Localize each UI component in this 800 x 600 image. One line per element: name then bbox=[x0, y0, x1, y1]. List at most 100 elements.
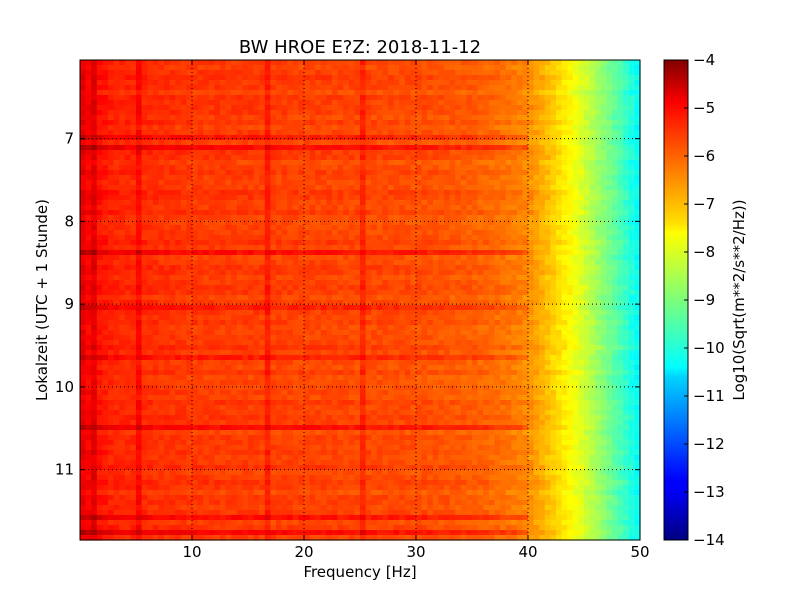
spectrogram-cell bbox=[147, 280, 154, 286]
spectrogram-cell bbox=[136, 70, 143, 76]
spectrogram-cell bbox=[298, 75, 305, 81]
spectrogram-cell bbox=[612, 160, 619, 166]
spectrogram-cell bbox=[432, 145, 439, 151]
spectrogram-cell bbox=[572, 250, 579, 256]
spectrogram-cell bbox=[281, 245, 288, 251]
spectrogram-cell bbox=[169, 105, 176, 111]
spectrogram-cell bbox=[623, 215, 630, 221]
spectrogram-cell bbox=[147, 145, 154, 151]
spectrogram-cell bbox=[220, 245, 227, 251]
spectrogram-cell bbox=[164, 85, 171, 91]
spectrogram-cell bbox=[337, 240, 344, 246]
spectrogram-cell bbox=[208, 75, 215, 81]
spectrogram-cell bbox=[197, 95, 204, 101]
spectrogram-cell bbox=[600, 80, 607, 86]
spectrogram-cell bbox=[505, 280, 512, 286]
spectrogram-cell bbox=[124, 140, 131, 146]
spectrogram-cell bbox=[287, 135, 294, 141]
spectrogram-cell bbox=[96, 260, 103, 266]
spectrogram-cell bbox=[203, 200, 210, 206]
spectrogram-cell bbox=[80, 90, 87, 96]
spectrogram-cell bbox=[466, 65, 473, 71]
spectrogram-cell bbox=[186, 195, 193, 201]
spectrogram-cell bbox=[343, 110, 350, 116]
spectrogram-cell bbox=[186, 75, 193, 81]
spectrogram-cell bbox=[287, 260, 294, 266]
spectrogram-cell bbox=[304, 265, 311, 271]
spectrogram-cell bbox=[427, 125, 434, 131]
spectrogram-cell bbox=[466, 295, 473, 301]
spectrogram-cell bbox=[617, 275, 624, 281]
spectrogram-cell bbox=[102, 120, 109, 126]
spectrogram-cell bbox=[315, 145, 322, 151]
spectrogram-cell bbox=[102, 220, 109, 226]
spectrogram-cell bbox=[404, 205, 411, 211]
spectrogram-cell bbox=[589, 95, 596, 101]
spectrogram-cell bbox=[259, 220, 266, 226]
spectrogram-cell bbox=[169, 100, 176, 106]
spectrogram-cell bbox=[214, 130, 221, 136]
spectrogram-cell bbox=[203, 285, 210, 291]
spectrogram-cell bbox=[124, 210, 131, 216]
spectrogram-cell bbox=[343, 125, 350, 131]
spectrogram-cell bbox=[365, 270, 372, 276]
spectrogram-cell bbox=[130, 150, 137, 156]
spectrogram-cell bbox=[399, 240, 406, 246]
spectrogram-cell bbox=[158, 275, 165, 281]
spectrogram-cell bbox=[382, 190, 389, 196]
spectrogram-cell bbox=[197, 170, 204, 176]
spectrogram-cell bbox=[421, 180, 428, 186]
spectrogram-cell bbox=[203, 300, 210, 306]
spectrogram-cell bbox=[130, 170, 137, 176]
spectrogram-cell bbox=[432, 100, 439, 106]
spectrogram-cell bbox=[242, 290, 249, 296]
spectrogram-cell bbox=[360, 230, 367, 236]
spectrogram-cell bbox=[96, 80, 103, 86]
spectrogram-cell bbox=[169, 190, 176, 196]
spectrogram-cell bbox=[270, 225, 277, 231]
spectrogram-cell bbox=[80, 135, 87, 141]
spectrogram-cell bbox=[382, 205, 389, 211]
spectrogram-cell bbox=[388, 75, 395, 81]
spectrogram-cell bbox=[175, 270, 182, 276]
spectrogram-cell bbox=[427, 300, 434, 306]
spectrogram-cell bbox=[354, 240, 361, 246]
spectrogram-cell bbox=[320, 155, 327, 161]
spectrogram-cell bbox=[600, 95, 607, 101]
spectrogram-cell bbox=[186, 265, 193, 271]
spectrogram-cell bbox=[236, 260, 243, 266]
spectrogram-cell bbox=[337, 90, 344, 96]
spectrogram-cell bbox=[320, 160, 327, 166]
spectrogram-cell bbox=[186, 205, 193, 211]
spectrogram-cell bbox=[270, 285, 277, 291]
spectrogram-cell bbox=[203, 95, 210, 101]
spectrogram-cell bbox=[438, 190, 445, 196]
spectrogram-cell bbox=[539, 95, 546, 101]
spectrogram-cell bbox=[337, 115, 344, 121]
spectrogram-cell bbox=[242, 150, 249, 156]
spectrogram-cell bbox=[460, 65, 467, 71]
spectrogram-cell bbox=[399, 285, 406, 291]
spectrogram-cell bbox=[276, 240, 283, 246]
spectrogram-cell bbox=[320, 150, 327, 156]
spectrogram-cell bbox=[516, 145, 523, 151]
spectrogram-cell bbox=[460, 260, 467, 266]
spectrogram-cell bbox=[572, 160, 579, 166]
spectrogram-cell bbox=[203, 175, 210, 181]
spectrogram-cell bbox=[416, 135, 423, 141]
spectrogram-cell bbox=[472, 60, 479, 66]
spectrogram-cell bbox=[124, 280, 131, 286]
spectrogram-cell bbox=[287, 245, 294, 251]
spectrogram-cell bbox=[152, 300, 159, 306]
spectrogram-cell bbox=[567, 60, 574, 66]
spectrogram-cell bbox=[567, 155, 574, 161]
spectrogram-cell bbox=[567, 305, 574, 311]
spectrogram-cell bbox=[80, 80, 87, 86]
spectrogram-cell bbox=[91, 265, 98, 271]
spectrogram-cell bbox=[556, 250, 563, 256]
spectrogram-cell bbox=[113, 110, 120, 116]
spectrogram-cell bbox=[612, 115, 619, 121]
spectrogram-cell bbox=[220, 115, 227, 121]
spectrogram-cell bbox=[315, 135, 322, 141]
